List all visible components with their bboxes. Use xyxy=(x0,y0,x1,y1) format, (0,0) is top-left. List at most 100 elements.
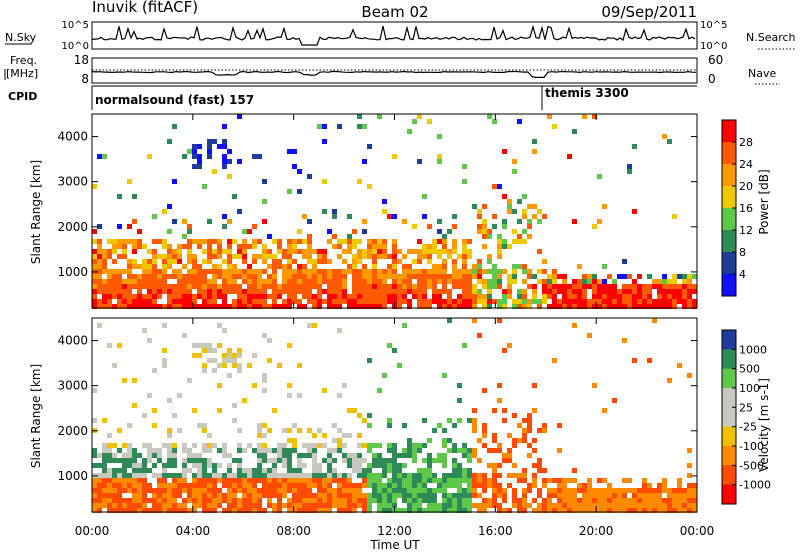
heatmap-cell xyxy=(217,304,222,309)
heatmap-cell xyxy=(357,254,362,259)
heatmap-cell xyxy=(347,473,352,478)
heatmap-cell xyxy=(297,304,302,309)
heatmap-cell xyxy=(447,498,452,503)
heatmap-cell xyxy=(262,453,267,458)
heatmap-cell xyxy=(367,279,372,284)
heatmap-cell xyxy=(482,244,487,249)
heatmap-cell xyxy=(282,279,287,284)
heatmap-cell xyxy=(202,249,207,254)
heatmap-cell xyxy=(187,274,192,279)
heatmap-cell xyxy=(652,508,657,513)
heatmap-cell xyxy=(277,478,282,483)
heatmap-cell xyxy=(262,508,267,513)
heatmap-cell xyxy=(552,124,557,129)
heatmap-cell xyxy=(322,388,327,393)
colorbar-swatch xyxy=(722,120,736,143)
heatmap-cell xyxy=(347,234,352,239)
heatmap-cell xyxy=(347,239,352,244)
heatmap-cell xyxy=(412,473,417,478)
heatmap-cell xyxy=(472,488,477,493)
heatmap-cell xyxy=(257,473,262,478)
heatmap-cell xyxy=(257,289,262,294)
heatmap-cell xyxy=(487,289,492,294)
heatmap-cell xyxy=(107,488,112,493)
heatmap-cell xyxy=(572,498,577,503)
heatmap-cell xyxy=(652,488,657,493)
heatmap-cell xyxy=(382,488,387,493)
heatmap-cell xyxy=(527,299,532,304)
heatmap-cell xyxy=(102,498,107,503)
heatmap-cell xyxy=(317,428,322,433)
heatmap-cell xyxy=(607,493,612,498)
heatmap-cell xyxy=(237,478,242,483)
heatmap-cell xyxy=(682,289,687,294)
heatmap-cell xyxy=(652,304,657,309)
heatmap-cell xyxy=(502,508,507,513)
heatmap-cell xyxy=(237,304,242,309)
heatmap-cell xyxy=(182,304,187,309)
heatmap-cell xyxy=(217,269,222,274)
heatmap-cell xyxy=(317,284,322,289)
heatmap-cell xyxy=(207,478,212,483)
heatmap-cell xyxy=(612,284,617,289)
heatmap-cell xyxy=(287,503,292,508)
heatmap-cell xyxy=(207,473,212,478)
heatmap-cell xyxy=(237,274,242,279)
heatmap-cell xyxy=(462,488,467,493)
heatmap-cell xyxy=(522,289,527,294)
heatmap-cell xyxy=(197,304,202,309)
heatmap-cell xyxy=(137,508,142,513)
heatmap-cell xyxy=(132,483,137,488)
heatmap-cell xyxy=(257,294,262,299)
heatmap-cell xyxy=(177,488,182,493)
heatmap-cell xyxy=(302,269,307,274)
heatmap-cell xyxy=(227,269,232,274)
heatmap-cell xyxy=(687,294,692,299)
heatmap-cell xyxy=(412,119,417,124)
heatmap-cell xyxy=(97,224,102,229)
x-tick-label: 08:00 xyxy=(276,524,311,538)
heatmap-cell xyxy=(102,463,107,468)
heatmap-cell xyxy=(122,378,127,383)
heatmap-cell xyxy=(532,498,537,503)
heatmap-cell xyxy=(157,254,162,259)
heatmap-cell xyxy=(192,493,197,498)
heatmap-cell xyxy=(302,483,307,488)
heatmap-cell xyxy=(382,289,387,294)
heatmap-cell xyxy=(452,249,457,254)
heatmap-cell xyxy=(302,254,307,259)
heatmap-cell xyxy=(352,259,357,264)
heatmap-cell xyxy=(232,458,237,463)
heatmap-cell xyxy=(467,498,472,503)
heatmap-cell xyxy=(517,289,522,294)
heatmap-cell xyxy=(392,483,397,488)
heatmap-cell xyxy=(292,239,297,244)
heatmap-cell xyxy=(597,478,602,483)
heatmap-cell xyxy=(467,299,472,304)
heatmap-cell xyxy=(252,488,257,493)
heatmap-cell xyxy=(307,234,312,239)
heatmap-cell xyxy=(257,304,262,309)
heatmap-cell xyxy=(597,219,602,224)
heatmap-cell xyxy=(402,294,407,299)
heatmap-cell xyxy=(367,254,372,259)
heatmap-cell xyxy=(427,269,432,274)
heatmap-cell xyxy=(122,498,127,503)
heatmap-cell xyxy=(557,448,562,453)
heatmap-cell xyxy=(477,508,482,513)
heatmap-cell xyxy=(92,249,97,254)
heatmap-cell xyxy=(137,239,142,244)
heatmap-cell xyxy=(417,443,422,448)
heatmap-cell xyxy=(227,493,232,498)
heatmap-cell xyxy=(372,294,377,299)
heatmap-cell xyxy=(562,478,567,483)
heatmap-cell xyxy=(347,249,352,254)
heatmap-cell xyxy=(622,498,627,503)
heatmap-cell xyxy=(357,274,362,279)
heatmap-cell xyxy=(277,503,282,508)
heatmap-cell xyxy=(517,478,522,483)
heatmap-cell xyxy=(202,488,207,493)
heatmap-cell xyxy=(132,219,137,224)
heatmap-cell xyxy=(372,269,377,274)
heatmap-cell xyxy=(327,503,332,508)
